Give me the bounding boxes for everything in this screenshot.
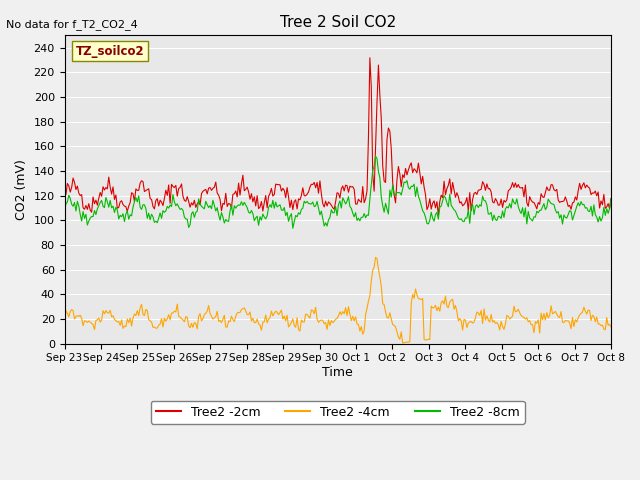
Tree2 -4cm [342, 305, 349, 311]
Tree2 -2cm [79, 205, 87, 211]
Tree2 -8cm [534, 210, 542, 216]
Text: TZ_soilco2: TZ_soilco2 [76, 45, 144, 58]
Line: Tree2 -8cm: Tree2 -8cm [65, 156, 611, 228]
Tree2 -2cm [453, 190, 461, 195]
Tree2 -4cm [372, 254, 380, 260]
Tree2 -2cm [342, 182, 349, 188]
Tree2 -8cm [372, 154, 380, 159]
Tree2 -2cm [607, 195, 615, 201]
Tree2 -2cm [605, 206, 613, 212]
Tree2 -4cm [607, 324, 615, 330]
Tree2 -4cm [453, 309, 461, 315]
Tree2 -8cm [289, 226, 297, 231]
Title: Tree 2 Soil CO2: Tree 2 Soil CO2 [280, 15, 396, 30]
Tree2 -2cm [534, 200, 542, 205]
Tree2 -8cm [61, 206, 68, 212]
Legend: Tree2 -2cm, Tree2 -4cm, Tree2 -8cm: Tree2 -2cm, Tree2 -4cm, Tree2 -8cm [151, 401, 525, 424]
Tree2 -4cm [534, 317, 542, 323]
Tree2 -8cm [79, 209, 87, 215]
X-axis label: Time: Time [323, 366, 353, 379]
Tree2 -8cm [453, 212, 461, 217]
Tree2 -8cm [607, 197, 615, 203]
Y-axis label: CO2 (mV): CO2 (mV) [15, 159, 28, 220]
Tree2 -2cm [61, 189, 68, 195]
Text: No data for f_T2_CO2_4: No data for f_T2_CO2_4 [6, 19, 138, 30]
Tree2 -8cm [605, 206, 613, 212]
Tree2 -4cm [605, 322, 613, 327]
Tree2 -4cm [79, 323, 87, 328]
Line: Tree2 -4cm: Tree2 -4cm [65, 257, 611, 343]
Tree2 -4cm [97, 319, 104, 325]
Tree2 -4cm [61, 319, 68, 324]
Tree2 -8cm [97, 200, 104, 205]
Line: Tree2 -2cm: Tree2 -2cm [65, 58, 611, 215]
Tree2 -4cm [399, 340, 406, 346]
Tree2 -2cm [366, 55, 374, 60]
Tree2 -2cm [97, 190, 104, 195]
Tree2 -8cm [343, 198, 351, 204]
Tree2 -2cm [435, 212, 442, 218]
